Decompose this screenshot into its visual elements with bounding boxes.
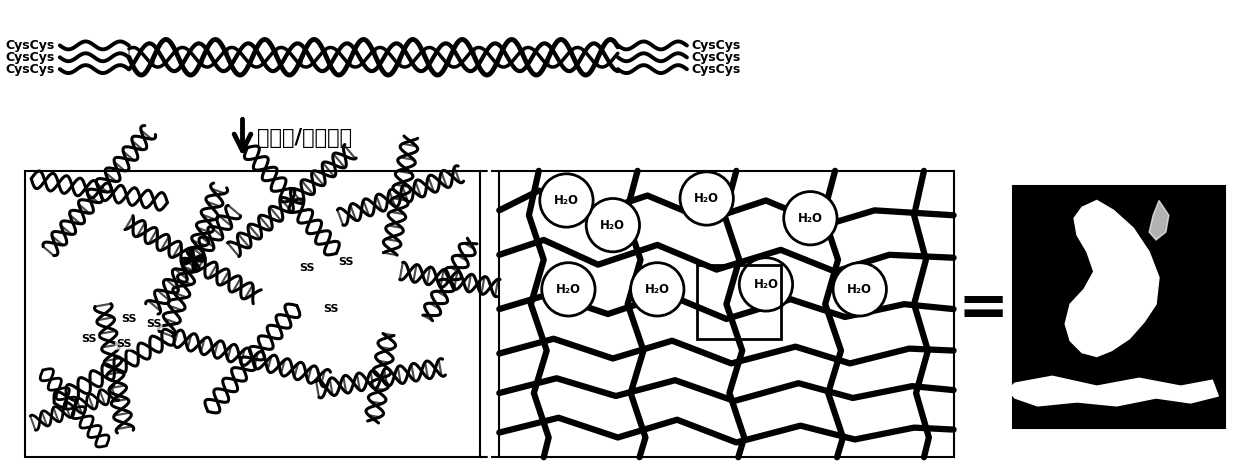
Text: H₂O: H₂O <box>754 278 779 291</box>
Bar <box>1013 186 1225 428</box>
Text: =: = <box>957 280 1009 339</box>
Text: H₂O: H₂O <box>797 212 823 225</box>
Circle shape <box>631 263 684 316</box>
Text: H₂O: H₂O <box>645 283 670 296</box>
Circle shape <box>833 263 887 316</box>
Bar <box>697 265 781 339</box>
Text: H₂O: H₂O <box>847 283 872 296</box>
Text: CysCys: CysCys <box>6 51 55 64</box>
Text: SS: SS <box>339 256 353 266</box>
Polygon shape <box>1065 200 1159 357</box>
Circle shape <box>542 263 595 316</box>
Text: H₂O: H₂O <box>600 218 625 232</box>
Text: H₂O: H₂O <box>554 194 579 207</box>
Text: SS: SS <box>146 319 161 329</box>
Text: CysCys: CysCys <box>692 51 742 64</box>
Polygon shape <box>1008 376 1218 406</box>
Text: CysCys: CysCys <box>692 63 742 76</box>
Bar <box>25 171 480 457</box>
Text: SS: SS <box>82 334 97 344</box>
Text: SS: SS <box>299 263 315 273</box>
Text: SS: SS <box>117 339 131 349</box>
Circle shape <box>784 191 837 245</box>
Text: SS: SS <box>324 304 339 314</box>
Circle shape <box>680 172 733 225</box>
Text: H₂O: H₂O <box>556 283 580 296</box>
Circle shape <box>539 174 593 227</box>
Polygon shape <box>1149 200 1169 240</box>
Text: CysCys: CysCys <box>6 63 55 76</box>
Circle shape <box>739 258 792 311</box>
Text: CysCys: CysCys <box>6 39 55 52</box>
Bar <box>500 171 954 457</box>
Text: 二硫键/聚合物化: 二硫键/聚合物化 <box>258 128 352 148</box>
Text: H₂O: H₂O <box>694 192 719 205</box>
Text: SS: SS <box>122 314 136 324</box>
Text: CysCys: CysCys <box>692 39 742 52</box>
Circle shape <box>587 199 640 252</box>
